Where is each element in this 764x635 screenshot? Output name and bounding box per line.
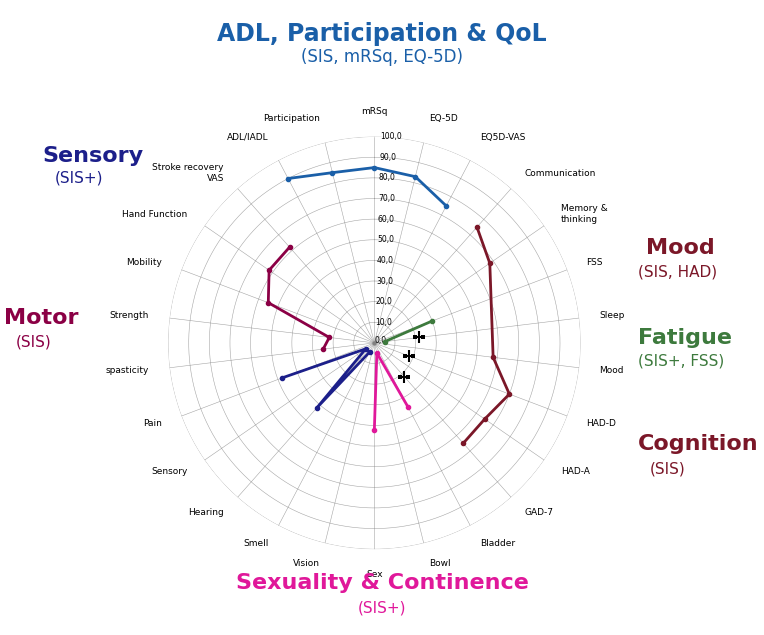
Text: GAD-7: GAD-7 [525,508,554,518]
Text: HAD-A: HAD-A [561,467,590,476]
Text: mRSq: mRSq [361,107,387,116]
Text: EQ-5D: EQ-5D [429,114,458,123]
Text: Cognition: Cognition [638,434,759,455]
Text: Smell: Smell [244,539,269,548]
Text: (SIS+): (SIS+) [358,601,406,616]
Text: Sensory: Sensory [151,467,188,476]
Text: Vision: Vision [293,559,320,568]
Text: (SIS, HAD): (SIS, HAD) [638,264,717,279]
Text: ADL/IADL: ADL/IADL [227,133,269,142]
Text: (SIS+): (SIS+) [55,170,103,185]
Text: 10,0: 10,0 [375,318,392,327]
Text: 60,0: 60,0 [377,215,394,224]
Text: Hand Function: Hand Function [122,210,188,218]
Text: 70,0: 70,0 [378,194,395,203]
Text: Strength: Strength [110,311,149,320]
Text: Stroke recovery
VAS: Stroke recovery VAS [152,163,224,183]
Text: Fatigue: Fatigue [638,328,732,348]
Text: 50,0: 50,0 [377,236,394,244]
Text: (SIS, mRSq, EQ-5D): (SIS, mRSq, EQ-5D) [301,48,463,65]
Text: Mood: Mood [646,237,714,258]
Text: 80,0: 80,0 [379,173,396,182]
Text: 20,0: 20,0 [375,297,393,306]
Text: Participation: Participation [263,114,320,123]
Text: spasticity: spasticity [105,366,149,375]
Text: EQ5D-VAS: EQ5D-VAS [480,133,525,142]
Text: Mobility: Mobility [126,258,162,267]
Text: (SIS): (SIS) [649,461,685,476]
Text: Memory &
thinking: Memory & thinking [561,204,608,224]
Text: (SIS): (SIS) [15,334,51,349]
Text: Bladder: Bladder [480,539,515,548]
Text: 100,0: 100,0 [380,132,402,141]
Text: Pain: Pain [144,419,162,428]
Text: (SIS+, FSS): (SIS+, FSS) [638,353,724,368]
Text: Mood: Mood [600,366,624,375]
Text: 30,0: 30,0 [376,276,393,286]
Text: ADL, Participation & QoL: ADL, Participation & QoL [217,22,547,46]
Text: 0,0: 0,0 [374,337,387,345]
Text: 40,0: 40,0 [377,256,393,265]
Text: Sex: Sex [366,570,383,579]
Text: Motor: Motor [4,307,79,328]
Text: 90,0: 90,0 [379,153,397,162]
Text: Hearing: Hearing [188,508,224,518]
Text: FSS: FSS [587,258,603,267]
Text: Sensory: Sensory [42,145,143,166]
Text: Communication: Communication [525,168,596,178]
Text: HAD-D: HAD-D [587,419,617,428]
Text: Sexuality & Continence: Sexuality & Continence [235,573,529,593]
Text: Sleep: Sleep [600,311,625,320]
Text: Bowl: Bowl [429,559,450,568]
